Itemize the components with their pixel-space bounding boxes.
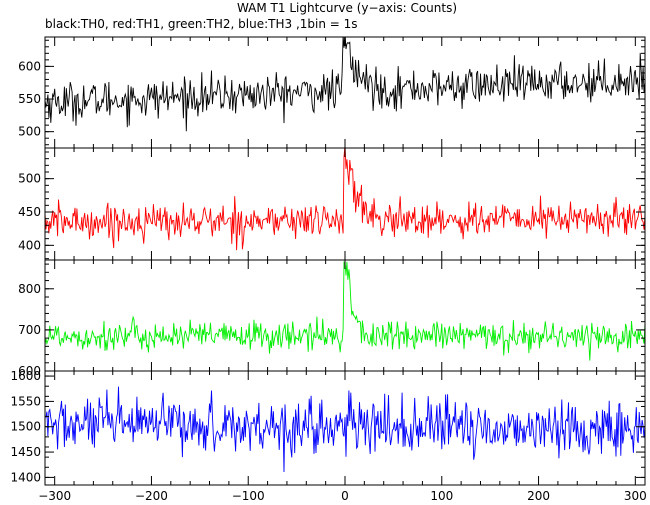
x-tick-label: −100 bbox=[232, 489, 265, 503]
y-tick-label: 800 bbox=[18, 282, 41, 296]
y-tick-label: 500 bbox=[18, 125, 41, 139]
panel-frame bbox=[44, 147, 646, 261]
series-line-th2 bbox=[45, 260, 645, 361]
x-tick-label: 300 bbox=[624, 489, 647, 503]
panel-th2: 600 700 800 bbox=[18, 259, 646, 378]
x-tick-label: 200 bbox=[527, 489, 550, 503]
y-tick-label: 1400 bbox=[10, 470, 41, 484]
y-tick-label: 1500 bbox=[10, 420, 41, 434]
y-tick-label: 700 bbox=[18, 323, 41, 337]
y-tick-label: 600 bbox=[18, 59, 41, 73]
x-tick-label: −300 bbox=[38, 489, 71, 503]
panel-frame bbox=[44, 36, 646, 149]
panel-th0: 500 550 600 bbox=[18, 36, 646, 149]
y-tick-label: 400 bbox=[18, 238, 41, 252]
panel-frame bbox=[44, 259, 646, 372]
y-tick-label: 450 bbox=[18, 205, 41, 219]
y-tick-label: 1600 bbox=[10, 369, 41, 383]
y-tick-label: 1550 bbox=[10, 394, 41, 408]
y-tick-label: 1450 bbox=[10, 445, 41, 459]
x-tick-label: −200 bbox=[135, 489, 168, 503]
y-tick-label: 550 bbox=[18, 92, 41, 106]
series-line-th3 bbox=[45, 386, 645, 473]
x-tick-label: 0 bbox=[341, 489, 349, 503]
y-tick-label: 600 bbox=[18, 364, 41, 378]
series-line-th0 bbox=[45, 37, 645, 132]
y-tick-label: 500 bbox=[18, 172, 41, 186]
x-tick-label: 100 bbox=[430, 489, 453, 503]
chart-title: WAM T1 Lightcurve (y−axis: Counts) bbox=[237, 1, 457, 15]
series-line-th1 bbox=[45, 148, 645, 251]
panel-th1: 400 450 500 bbox=[18, 147, 646, 261]
panel-th3: 1400 1450 1500 1550 1600 bbox=[10, 369, 646, 486]
chart-subtitle: black:TH0, red:TH1, green:TH2, blue:TH3 … bbox=[45, 17, 358, 31]
